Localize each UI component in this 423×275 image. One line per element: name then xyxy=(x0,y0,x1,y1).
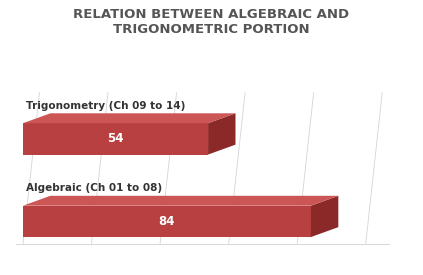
Text: Trigonometry (Ch 09 to 14): Trigonometry (Ch 09 to 14) xyxy=(26,101,186,111)
Bar xyxy=(23,123,208,155)
Polygon shape xyxy=(208,113,236,155)
Polygon shape xyxy=(23,196,338,206)
Polygon shape xyxy=(311,196,338,237)
Polygon shape xyxy=(23,113,236,123)
Bar xyxy=(23,206,311,237)
Text: 54: 54 xyxy=(107,132,124,145)
Text: 84: 84 xyxy=(159,215,175,228)
Text: RELATION BETWEEN ALGEBRAIC AND
TRIGONOMETRIC PORTION: RELATION BETWEEN ALGEBRAIC AND TRIGONOME… xyxy=(74,8,349,36)
Text: Algebraic (Ch 01 to 08): Algebraic (Ch 01 to 08) xyxy=(26,183,162,193)
